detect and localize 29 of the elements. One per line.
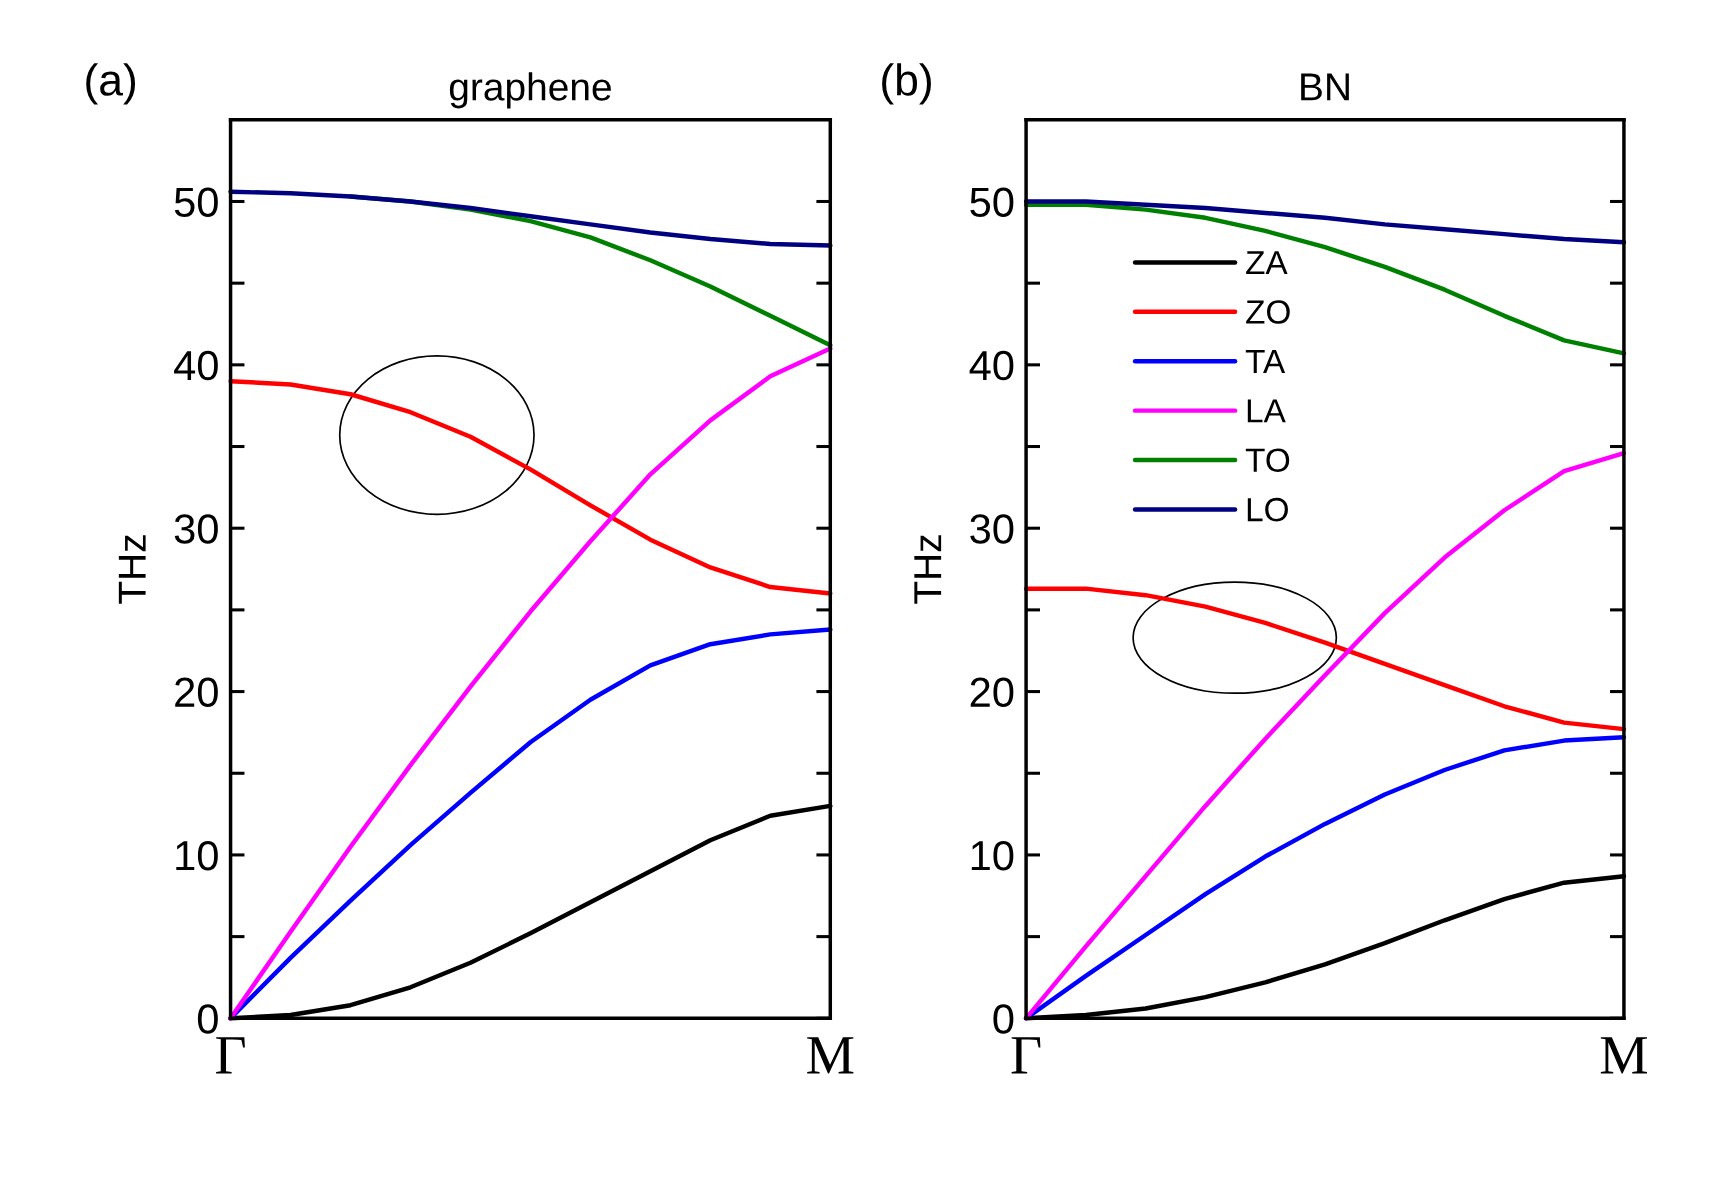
y-tick-label: 10 — [971, 840, 1014, 871]
chart-title: BN — [1301, 73, 1349, 101]
x-tick-label: M — [1600, 1037, 1647, 1074]
legend-label: TO — [1245, 448, 1290, 473]
y-tick-label: 30 — [174, 514, 218, 544]
y-tick-label: 50 — [970, 187, 1014, 217]
y-tick-label: 40 — [969, 350, 1014, 381]
x-tick-label: M — [807, 1037, 854, 1074]
text: (a) — [86, 63, 136, 105]
y-tick-label: 50 — [174, 187, 218, 217]
legend-label: ZA — [1246, 251, 1288, 275]
y-tick-label: 30 — [970, 514, 1014, 544]
chart-title: graphene — [449, 72, 611, 109]
y-tick-label: 20 — [175, 677, 218, 708]
y-tick-label: 20 — [970, 677, 1014, 708]
y-tick-label: 10 — [176, 840, 218, 871]
line-series — [228, 378, 833, 596]
legend-label: LA — [1247, 399, 1286, 423]
y-tick-label: 40 — [174, 350, 218, 381]
y-tick-label: 0 — [993, 1004, 1014, 1034]
text: (b) — [882, 63, 931, 105]
x-tick-label: Γ — [216, 1037, 245, 1074]
legend-label: TA — [1245, 349, 1286, 373]
legend-label: LO — [1247, 497, 1288, 522]
x-tick-label: Γ — [1011, 1037, 1041, 1074]
y-axis-title: THz — [914, 535, 942, 604]
legend-label: ZO — [1246, 300, 1290, 324]
y-tick-label: 0 — [197, 1004, 218, 1034]
y-axis-title: THz — [118, 535, 146, 604]
